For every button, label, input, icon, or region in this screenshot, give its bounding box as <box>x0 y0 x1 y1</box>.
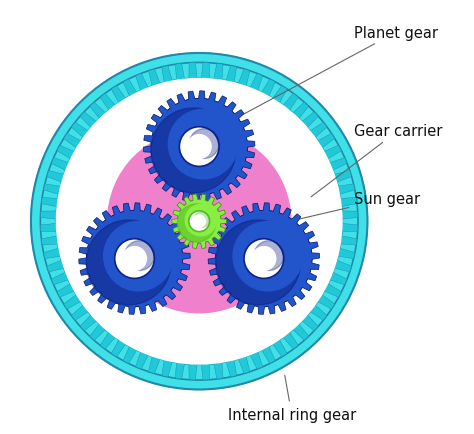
Circle shape <box>179 128 219 167</box>
Circle shape <box>31 54 367 390</box>
Polygon shape <box>208 203 319 315</box>
Circle shape <box>86 211 183 307</box>
Circle shape <box>151 99 247 195</box>
Circle shape <box>189 211 210 232</box>
Circle shape <box>115 239 155 279</box>
Circle shape <box>123 247 146 271</box>
Polygon shape <box>172 194 227 249</box>
Text: Sun gear: Sun gear <box>252 191 420 230</box>
Circle shape <box>40 63 358 380</box>
Circle shape <box>216 211 312 307</box>
Polygon shape <box>40 63 358 380</box>
Circle shape <box>185 205 217 236</box>
Circle shape <box>151 109 236 194</box>
Circle shape <box>177 200 221 243</box>
Circle shape <box>108 130 291 313</box>
Circle shape <box>187 135 211 159</box>
Circle shape <box>86 220 171 305</box>
Text: Internal ring gear: Internal ring gear <box>228 375 356 421</box>
Circle shape <box>125 241 155 271</box>
Circle shape <box>254 241 284 271</box>
Circle shape <box>104 222 173 291</box>
Polygon shape <box>79 203 190 315</box>
Circle shape <box>177 204 216 243</box>
Text: Planet gear: Planet gear <box>230 26 438 122</box>
Circle shape <box>194 212 210 228</box>
Polygon shape <box>144 92 255 203</box>
Circle shape <box>244 239 284 279</box>
Circle shape <box>252 247 276 271</box>
Text: Gear carrier: Gear carrier <box>311 124 443 197</box>
Circle shape <box>216 220 301 305</box>
Circle shape <box>193 216 205 228</box>
Circle shape <box>168 110 238 179</box>
Circle shape <box>189 129 219 159</box>
Circle shape <box>56 79 342 364</box>
Circle shape <box>233 222 302 291</box>
